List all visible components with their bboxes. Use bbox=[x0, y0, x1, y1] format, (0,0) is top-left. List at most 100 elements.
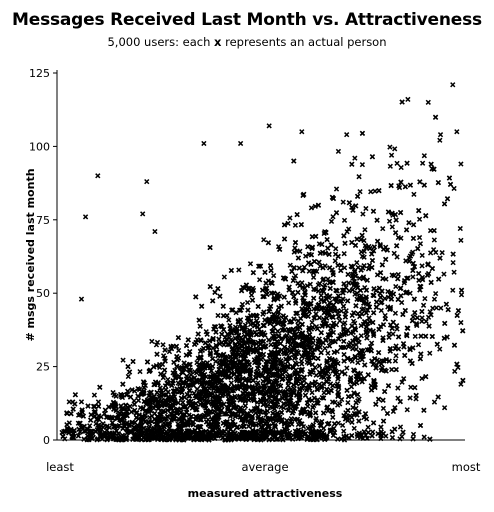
data-point bbox=[295, 318, 301, 324]
data-point bbox=[275, 320, 281, 327]
data-point bbox=[220, 313, 227, 319]
data-point bbox=[315, 355, 321, 362]
data-point bbox=[416, 277, 422, 283]
data-point bbox=[162, 347, 168, 353]
data-point bbox=[88, 417, 94, 423]
data-point bbox=[328, 242, 334, 248]
data-point bbox=[341, 428, 347, 434]
data-point bbox=[370, 208, 377, 214]
data-point bbox=[316, 259, 322, 265]
data-point bbox=[420, 302, 427, 308]
data-point bbox=[435, 394, 441, 400]
data-point bbox=[320, 410, 327, 416]
data-point bbox=[427, 436, 433, 442]
data-point bbox=[359, 253, 366, 259]
data-point bbox=[295, 289, 301, 296]
data-point bbox=[275, 328, 281, 334]
data-point bbox=[310, 274, 317, 280]
data-point bbox=[357, 189, 363, 195]
data-point bbox=[370, 429, 376, 435]
data-point bbox=[237, 140, 244, 147]
data-point bbox=[386, 218, 393, 224]
data-point bbox=[311, 395, 317, 401]
data-point bbox=[197, 323, 203, 329]
data-point bbox=[362, 227, 368, 233]
data-point bbox=[387, 144, 393, 150]
data-point bbox=[445, 307, 451, 313]
data-point bbox=[327, 285, 333, 292]
data-point bbox=[405, 96, 411, 103]
data-point bbox=[341, 251, 347, 257]
data-point bbox=[341, 233, 347, 239]
data-point bbox=[95, 399, 102, 405]
data-point bbox=[268, 267, 274, 274]
data-point bbox=[332, 258, 338, 264]
data-point bbox=[404, 407, 410, 413]
data-point bbox=[407, 290, 413, 296]
data-point bbox=[404, 160, 410, 166]
data-point bbox=[165, 376, 171, 383]
data-point bbox=[227, 323, 233, 329]
data-point bbox=[434, 341, 440, 347]
data-point bbox=[271, 324, 277, 330]
data-point bbox=[388, 152, 395, 158]
data-point bbox=[433, 290, 439, 297]
data-point bbox=[144, 179, 150, 185]
data-point bbox=[344, 387, 350, 394]
data-point bbox=[364, 335, 370, 341]
data-point bbox=[344, 132, 350, 138]
subtitle-suffix: represents an actual person bbox=[221, 35, 387, 49]
data-point bbox=[380, 397, 386, 403]
data-point bbox=[278, 409, 285, 416]
data-point bbox=[389, 434, 396, 441]
data-point bbox=[175, 335, 182, 341]
data-point bbox=[153, 342, 160, 348]
data-point bbox=[261, 237, 267, 243]
data-point bbox=[137, 368, 143, 375]
data-point bbox=[383, 256, 389, 263]
data-point bbox=[429, 333, 435, 340]
data-point bbox=[130, 358, 136, 365]
data-point bbox=[344, 229, 350, 235]
data-point bbox=[443, 301, 449, 307]
data-point bbox=[294, 211, 300, 218]
data-point bbox=[458, 292, 465, 298]
data-point bbox=[245, 307, 251, 313]
data-point bbox=[341, 281, 347, 287]
data-point bbox=[127, 394, 134, 400]
data-point bbox=[309, 234, 315, 240]
data-point bbox=[311, 315, 317, 321]
data-point bbox=[382, 388, 388, 395]
data-point bbox=[368, 387, 375, 393]
data-point bbox=[437, 132, 444, 138]
data-point bbox=[400, 341, 407, 347]
data-point bbox=[247, 261, 254, 267]
data-point bbox=[196, 317, 202, 323]
data-point bbox=[402, 352, 408, 359]
data-point bbox=[102, 407, 109, 413]
data-point bbox=[400, 429, 406, 435]
data-point bbox=[387, 163, 393, 169]
data-point bbox=[82, 214, 89, 220]
data-point bbox=[153, 362, 159, 369]
data-point bbox=[458, 287, 465, 293]
data-point bbox=[340, 199, 346, 205]
data-point bbox=[298, 358, 305, 364]
data-point bbox=[368, 340, 375, 346]
data-point bbox=[363, 416, 370, 422]
data-point bbox=[407, 182, 414, 188]
data-point bbox=[355, 360, 361, 366]
data-point bbox=[333, 246, 339, 252]
data-point bbox=[399, 433, 405, 440]
data-point bbox=[344, 298, 351, 304]
data-point bbox=[378, 307, 384, 314]
data-point bbox=[417, 179, 423, 185]
data-point bbox=[451, 269, 457, 275]
data-point bbox=[287, 342, 294, 348]
data-point bbox=[125, 373, 131, 380]
data-point bbox=[210, 298, 216, 304]
data-point bbox=[379, 262, 385, 268]
data-point bbox=[271, 272, 277, 279]
data-point bbox=[154, 351, 160, 357]
